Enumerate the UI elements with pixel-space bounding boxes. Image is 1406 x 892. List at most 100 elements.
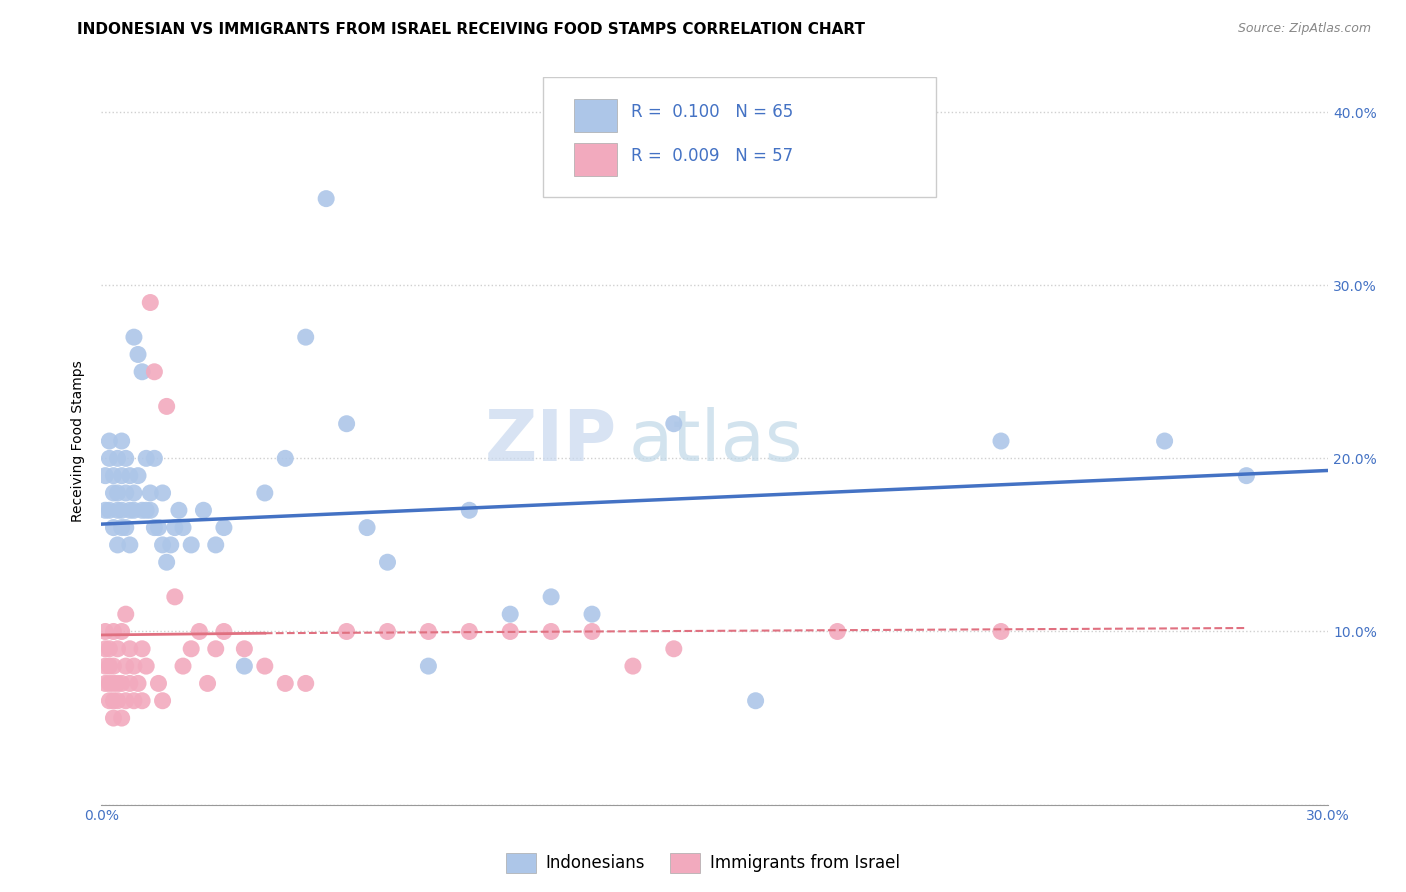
Point (118, 641, 141, 656)
Point (94, 468, 117, 483)
Point (581, 624, 603, 639)
Point (148, 676, 170, 690)
Point (114, 520, 136, 534)
Point (1234, 468, 1257, 483)
Point (98, 434, 121, 448)
Point (114, 486, 136, 500)
Point (107, 486, 129, 500)
Point (1153, 434, 1175, 448)
Point (114, 607, 136, 622)
Point (135, 451, 157, 466)
Point (274, 676, 297, 690)
Point (172, 659, 194, 673)
Point (499, 624, 522, 639)
Point (163, 520, 186, 534)
Point (122, 330, 145, 344)
Point (621, 659, 644, 673)
Point (418, 659, 440, 673)
Point (111, 434, 134, 448)
Point (107, 694, 129, 708)
Point (197, 676, 219, 690)
Point (111, 503, 134, 517)
FancyBboxPatch shape (574, 99, 617, 132)
Point (135, 503, 157, 517)
Point (336, 624, 359, 639)
Point (139, 486, 162, 500)
Point (114, 659, 136, 673)
FancyBboxPatch shape (574, 143, 617, 176)
Point (662, 417, 685, 431)
Legend: Indonesians, Immigrants from Israel: Indonesians, Immigrants from Israel (499, 847, 907, 880)
Point (204, 641, 226, 656)
Point (148, 520, 170, 534)
Point (180, 641, 202, 656)
Point (744, 694, 766, 708)
Point (131, 503, 153, 517)
Point (581, 607, 603, 622)
Point (131, 365, 153, 379)
Point (122, 503, 145, 517)
Point (103, 694, 125, 708)
Point (98, 676, 121, 690)
Point (315, 192, 337, 206)
Point (156, 555, 179, 569)
Point (156, 400, 179, 414)
Point (163, 590, 186, 604)
Point (107, 538, 129, 552)
Point (827, 624, 849, 639)
Point (143, 365, 166, 379)
Point (204, 538, 226, 552)
Point (377, 624, 399, 639)
Point (990, 624, 1012, 639)
Point (180, 538, 202, 552)
Point (253, 486, 276, 500)
Point (662, 641, 685, 656)
Point (131, 641, 153, 656)
Point (103, 486, 125, 500)
Point (212, 520, 235, 534)
Point (274, 451, 297, 466)
Text: R =  0.009   N = 57: R = 0.009 N = 57 (631, 147, 793, 165)
Text: ZIP: ZIP (484, 407, 617, 475)
Point (114, 694, 136, 708)
Point (152, 538, 174, 552)
Point (98, 503, 121, 517)
Point (127, 676, 149, 690)
Point (139, 295, 162, 310)
Point (152, 694, 174, 708)
Point (111, 711, 134, 725)
Point (114, 451, 136, 466)
Point (233, 659, 256, 673)
Point (193, 503, 215, 517)
Point (159, 538, 181, 552)
Point (103, 520, 125, 534)
Point (233, 641, 256, 656)
Text: atlas: atlas (628, 407, 803, 475)
Point (131, 694, 153, 708)
Point (98, 694, 121, 708)
Point (540, 624, 562, 639)
Point (103, 624, 125, 639)
Point (103, 711, 125, 725)
Point (111, 520, 134, 534)
Point (212, 624, 235, 639)
Point (458, 624, 481, 639)
Point (540, 590, 562, 604)
Point (152, 486, 174, 500)
Point (107, 641, 129, 656)
Y-axis label: Receiving Food Stamps: Receiving Food Stamps (72, 360, 86, 522)
Point (107, 451, 129, 466)
Point (127, 468, 149, 483)
Point (111, 676, 134, 690)
Text: Source: ZipAtlas.com: Source: ZipAtlas.com (1237, 22, 1371, 36)
Point (167, 503, 190, 517)
Point (499, 607, 522, 622)
Point (122, 659, 145, 673)
Point (107, 503, 129, 517)
Point (103, 676, 125, 690)
Point (118, 676, 141, 690)
Point (188, 624, 211, 639)
Point (94, 659, 117, 673)
Point (94, 624, 117, 639)
Point (107, 676, 129, 690)
